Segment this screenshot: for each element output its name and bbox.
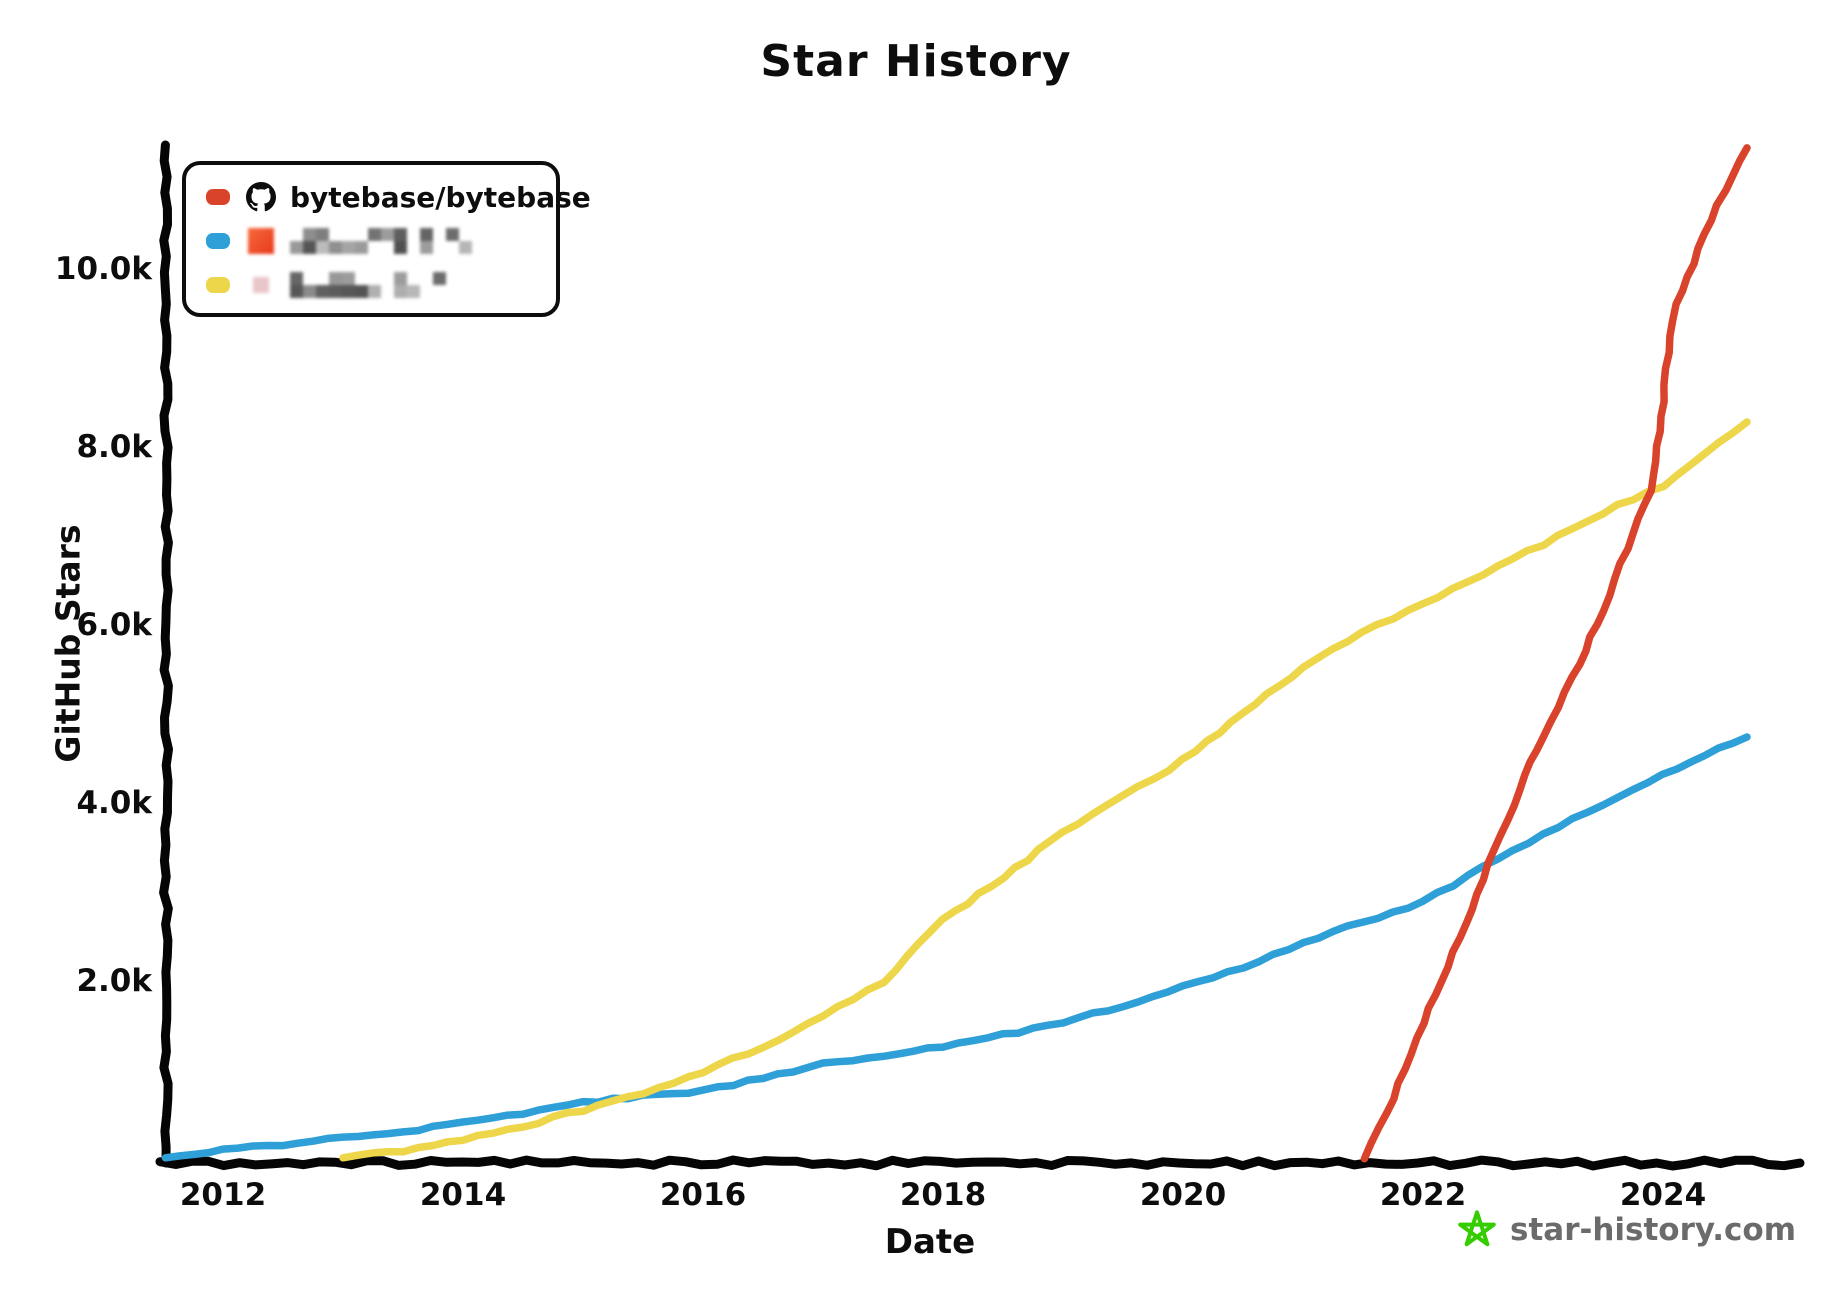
y-axis-label: GitHub Stars — [48, 524, 88, 763]
series-line-bytebase-bytebase — [1360, 144, 1751, 1163]
legend-label-bytebase: bytebase/bytebase — [290, 180, 591, 214]
x-axis-line — [155, 1155, 1805, 1171]
watermark: star-history.com — [1456, 1208, 1796, 1252]
star-doodle-icon — [1458, 1210, 1496, 1247]
github-icon — [244, 181, 278, 213]
legend-swatch-yellow — [206, 277, 230, 293]
y-tick-label: 4.0k — [76, 785, 153, 821]
series-line-redacted-1 — [161, 733, 1751, 1162]
y-tick-label: 6.0k — [76, 607, 153, 643]
legend: bytebase/bytebase — [182, 161, 591, 317]
x-tick-label: 2020 — [1140, 1177, 1226, 1213]
legend-item-redacted-2 — [206, 263, 556, 307]
x-tick-label: 2016 — [660, 1177, 746, 1213]
x-axis-label: Date — [884, 1222, 976, 1262]
x-tick-label: 2012 — [180, 1177, 266, 1213]
legend-item-redacted-1 — [206, 219, 556, 263]
legend-item-bytebase: bytebase/bytebase — [206, 175, 591, 219]
watermark-text: star-history.com — [1510, 1212, 1797, 1248]
blurred-pink-avatar-icon — [244, 269, 278, 301]
page-title: Star History — [760, 36, 1072, 87]
x-tick-label: 2018 — [900, 1177, 986, 1213]
y-tick-label: 10.0k — [55, 251, 153, 287]
y-tick-label: 2.0k — [76, 963, 153, 999]
redacted-repo-name — [290, 272, 446, 298]
legend-swatch-blue — [206, 233, 230, 249]
x-tick-label: 2024 — [1620, 1177, 1706, 1213]
blurred-orange-avatar-icon — [244, 225, 278, 257]
y-axis-line — [159, 140, 173, 1168]
x-tick-label: 2022 — [1380, 1177, 1466, 1213]
x-tick-label: 2014 — [420, 1177, 506, 1213]
redacted-repo-name — [290, 228, 472, 254]
legend-swatch-red — [206, 189, 230, 205]
y-tick-label: 8.0k — [76, 429, 153, 465]
series-line-redacted-2 — [339, 418, 1751, 1162]
